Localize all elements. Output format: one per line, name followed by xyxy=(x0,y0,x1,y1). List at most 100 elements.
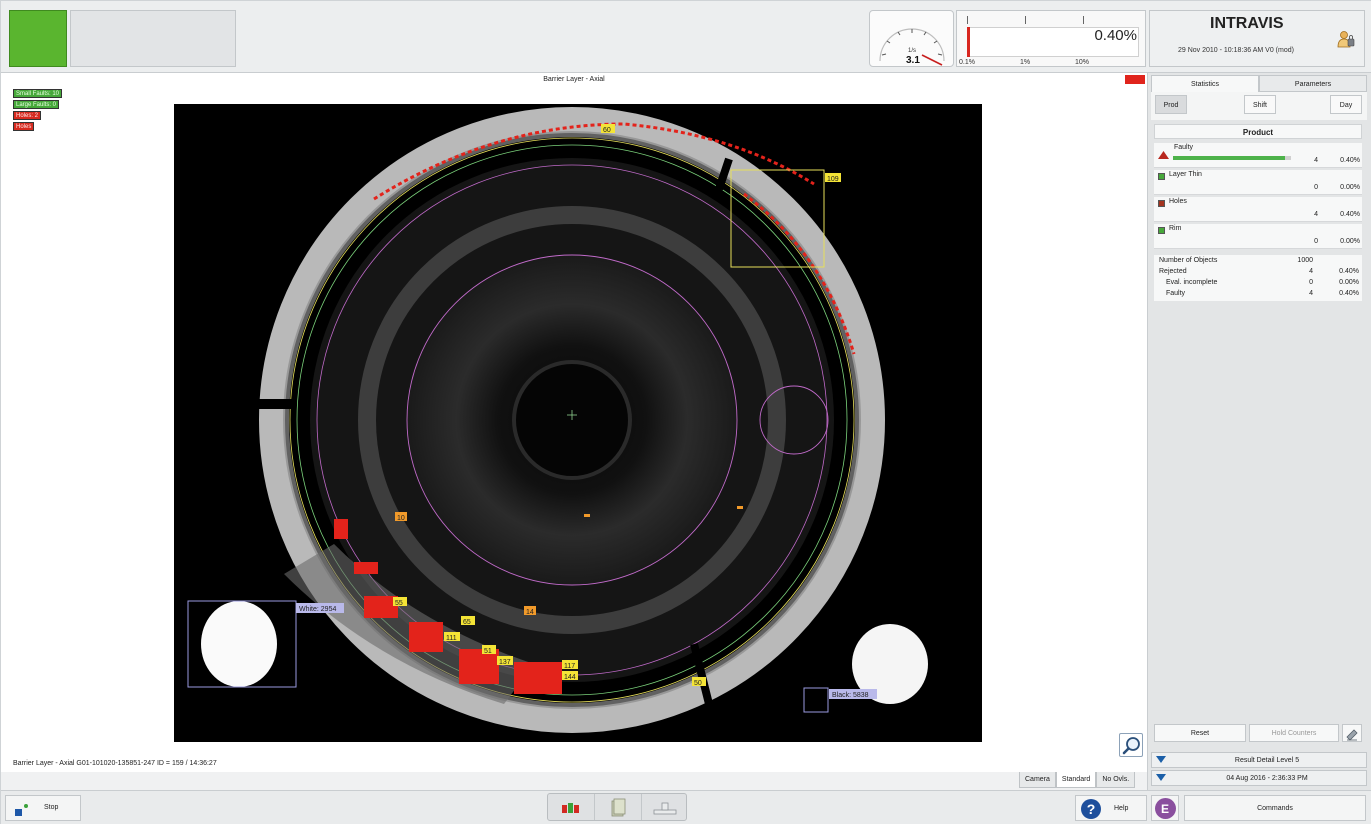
tab-standard[interactable]: Standard xyxy=(1055,772,1097,788)
summary-row: Eval. incomplete 0 0.00% xyxy=(1159,279,1359,290)
e-label: E xyxy=(1161,802,1170,816)
fault-tag: 137 xyxy=(499,659,511,666)
zoom-button[interactable] xyxy=(1119,733,1143,757)
export-button[interactable] xyxy=(1342,724,1362,742)
document-stack-icon xyxy=(611,798,626,817)
view-tool-group xyxy=(547,793,687,821)
fault-label: Holes xyxy=(1169,198,1187,205)
fault-tag: 144 xyxy=(564,674,576,681)
fault-percent: 0.00% xyxy=(1340,238,1360,245)
brand-panel: INTRAVIS 29 Nov 2010 - 10:18:36 AM V0 (m… xyxy=(1149,10,1365,67)
fault-tag: 60 xyxy=(603,127,611,134)
summary-label: Faulty xyxy=(1166,290,1186,297)
camera-image[interactable]: 60 109 55 111 65 51 137 117 144 50 10 14… xyxy=(174,104,982,742)
fault-row-holes[interactable]: Holes 4 0.40% xyxy=(1154,197,1362,222)
summary-count: 4 xyxy=(1309,290,1313,297)
tab-statistics[interactable]: Statistics xyxy=(1151,75,1259,92)
brand-title: INTRAVIS xyxy=(1210,15,1284,32)
result-date-label: 04 Aug 2016 - 2:36:33 PM xyxy=(1226,775,1308,782)
statistics-panel: Statistics Parameters Prod Shift Day Pro… xyxy=(1147,73,1371,790)
e-button[interactable]: E xyxy=(1151,795,1179,821)
image-view-button[interactable] xyxy=(595,794,642,820)
fault-legend: Small Faults: 10 Large Faults: 0 Holes: … xyxy=(13,89,63,133)
summary-count: 4 xyxy=(1309,268,1313,275)
result-detail-expander[interactable]: Result Detail Level 5 xyxy=(1151,752,1367,768)
meter-tick xyxy=(1025,16,1026,24)
reset-button[interactable]: Reset xyxy=(1154,724,1246,742)
commands-button[interactable]: Commands xyxy=(1184,795,1366,821)
tab-no-overlays[interactable]: No Ovls. xyxy=(1096,772,1136,788)
period-prod-button[interactable]: Prod xyxy=(1155,95,1187,114)
reject-marker xyxy=(1125,75,1145,84)
tab-parameters[interactable]: Parameters xyxy=(1259,75,1367,92)
settings-view-button[interactable] xyxy=(642,794,688,820)
tab-camera[interactable]: Camera xyxy=(1019,772,1056,788)
fault-tag: 55 xyxy=(395,600,403,607)
status-message-panel xyxy=(70,10,236,67)
red-square-icon xyxy=(1158,200,1165,207)
fault-tag: 14 xyxy=(526,609,534,616)
legend-holes[interactable]: Holes xyxy=(13,122,35,131)
top-status-bar: 1/s 3.1 0.40% 0.1% 1% 10% INTRAVIS 29 No… xyxy=(1,1,1371,73)
gauge-unit: 1/s xyxy=(908,48,917,54)
fault-label: Layer Thin xyxy=(1169,171,1202,178)
summary-label: Eval. incomplete xyxy=(1166,279,1218,286)
meter-tick-label: 10% xyxy=(1075,59,1090,66)
view-title: Barrier Layer - Axial xyxy=(543,76,605,83)
fault-label: Rim xyxy=(1169,225,1182,232)
stop-button[interactable]: Stop xyxy=(5,795,81,821)
gauge-dial-icon xyxy=(879,28,945,66)
fault-row-faulty[interactable]: Faulty 4 0.40% xyxy=(1154,143,1362,168)
meter-tick xyxy=(967,16,968,24)
fault-tag: 65 xyxy=(463,619,471,626)
green-square-icon xyxy=(1158,227,1165,234)
fault-tag: 111 xyxy=(446,635,457,642)
fault-count: 4 xyxy=(1314,211,1318,218)
period-shift-button[interactable]: Shift xyxy=(1244,95,1276,114)
image-caption: Barrier Layer - Axial G01-101020-135851-… xyxy=(13,760,217,767)
legend-large-faults[interactable]: Large Faults: 0 xyxy=(13,100,60,109)
fault-tag: 10 xyxy=(397,515,405,522)
magnifier-icon xyxy=(1122,737,1140,755)
result-detail-label: Result Detail Level 5 xyxy=(1234,757,1300,764)
product-section-title: Product xyxy=(1154,124,1362,139)
summary-percent: 0.40% xyxy=(1339,268,1359,275)
legend-holes-count[interactable]: Holes: 2 xyxy=(13,111,42,120)
current-datetime: 29 Nov 2010 - 10:18:36 AM V0 (mod) xyxy=(1178,47,1294,54)
fault-label: Faulty xyxy=(1174,144,1194,151)
throughput-gauge: 1/s 3.1 xyxy=(869,10,954,67)
summary-row: Faulty 4 0.40% xyxy=(1159,290,1359,301)
fault-tag: 51 xyxy=(484,648,492,655)
gauge-value: 3.1 xyxy=(906,55,920,66)
svg-text:?: ? xyxy=(1087,801,1096,817)
summary-row: Number of Objects 1000 xyxy=(1159,257,1359,268)
help-label: Help xyxy=(1114,805,1129,812)
stop-label: Stop xyxy=(44,804,59,811)
fault-row-layer-thin[interactable]: Layer Thin 0 0.00% xyxy=(1154,170,1362,195)
statistics-view-button[interactable] xyxy=(548,794,595,820)
fault-percent: 0.40% xyxy=(1340,211,1360,218)
fault-tag: 109 xyxy=(827,176,839,183)
machine-status-lamp xyxy=(9,10,67,67)
help-button[interactable]: ? Help xyxy=(1075,795,1147,821)
hold-counters-button[interactable]: Hold Counters xyxy=(1249,724,1339,742)
summary-count: 1000 xyxy=(1297,257,1313,264)
faulty-bar-fill xyxy=(1173,156,1286,160)
period-selector: Prod Shift Day xyxy=(1151,92,1367,120)
bottom-toolbar: Stop xyxy=(1,790,1371,824)
panel-tabs: Statistics Parameters xyxy=(1151,75,1367,92)
user-login-icon[interactable] xyxy=(1336,29,1356,49)
result-date-expander[interactable]: 04 Aug 2016 - 2:36:33 PM xyxy=(1151,770,1367,786)
legend-small-faults[interactable]: Small Faults: 10 xyxy=(13,89,63,98)
fault-count: 0 xyxy=(1314,238,1318,245)
meter-tick-label: 0.1% xyxy=(959,59,975,66)
export-icon xyxy=(1346,729,1358,741)
reject-meter-track xyxy=(967,27,1139,57)
fault-row-rim[interactable]: Rim 0 0.00% xyxy=(1154,224,1362,249)
e-circle-icon xyxy=(1155,798,1176,819)
period-day-button[interactable]: Day xyxy=(1330,95,1362,114)
expand-arrow-icon xyxy=(1156,756,1166,763)
fault-count: 0 xyxy=(1314,184,1318,191)
bar-stats-icon xyxy=(562,803,579,813)
